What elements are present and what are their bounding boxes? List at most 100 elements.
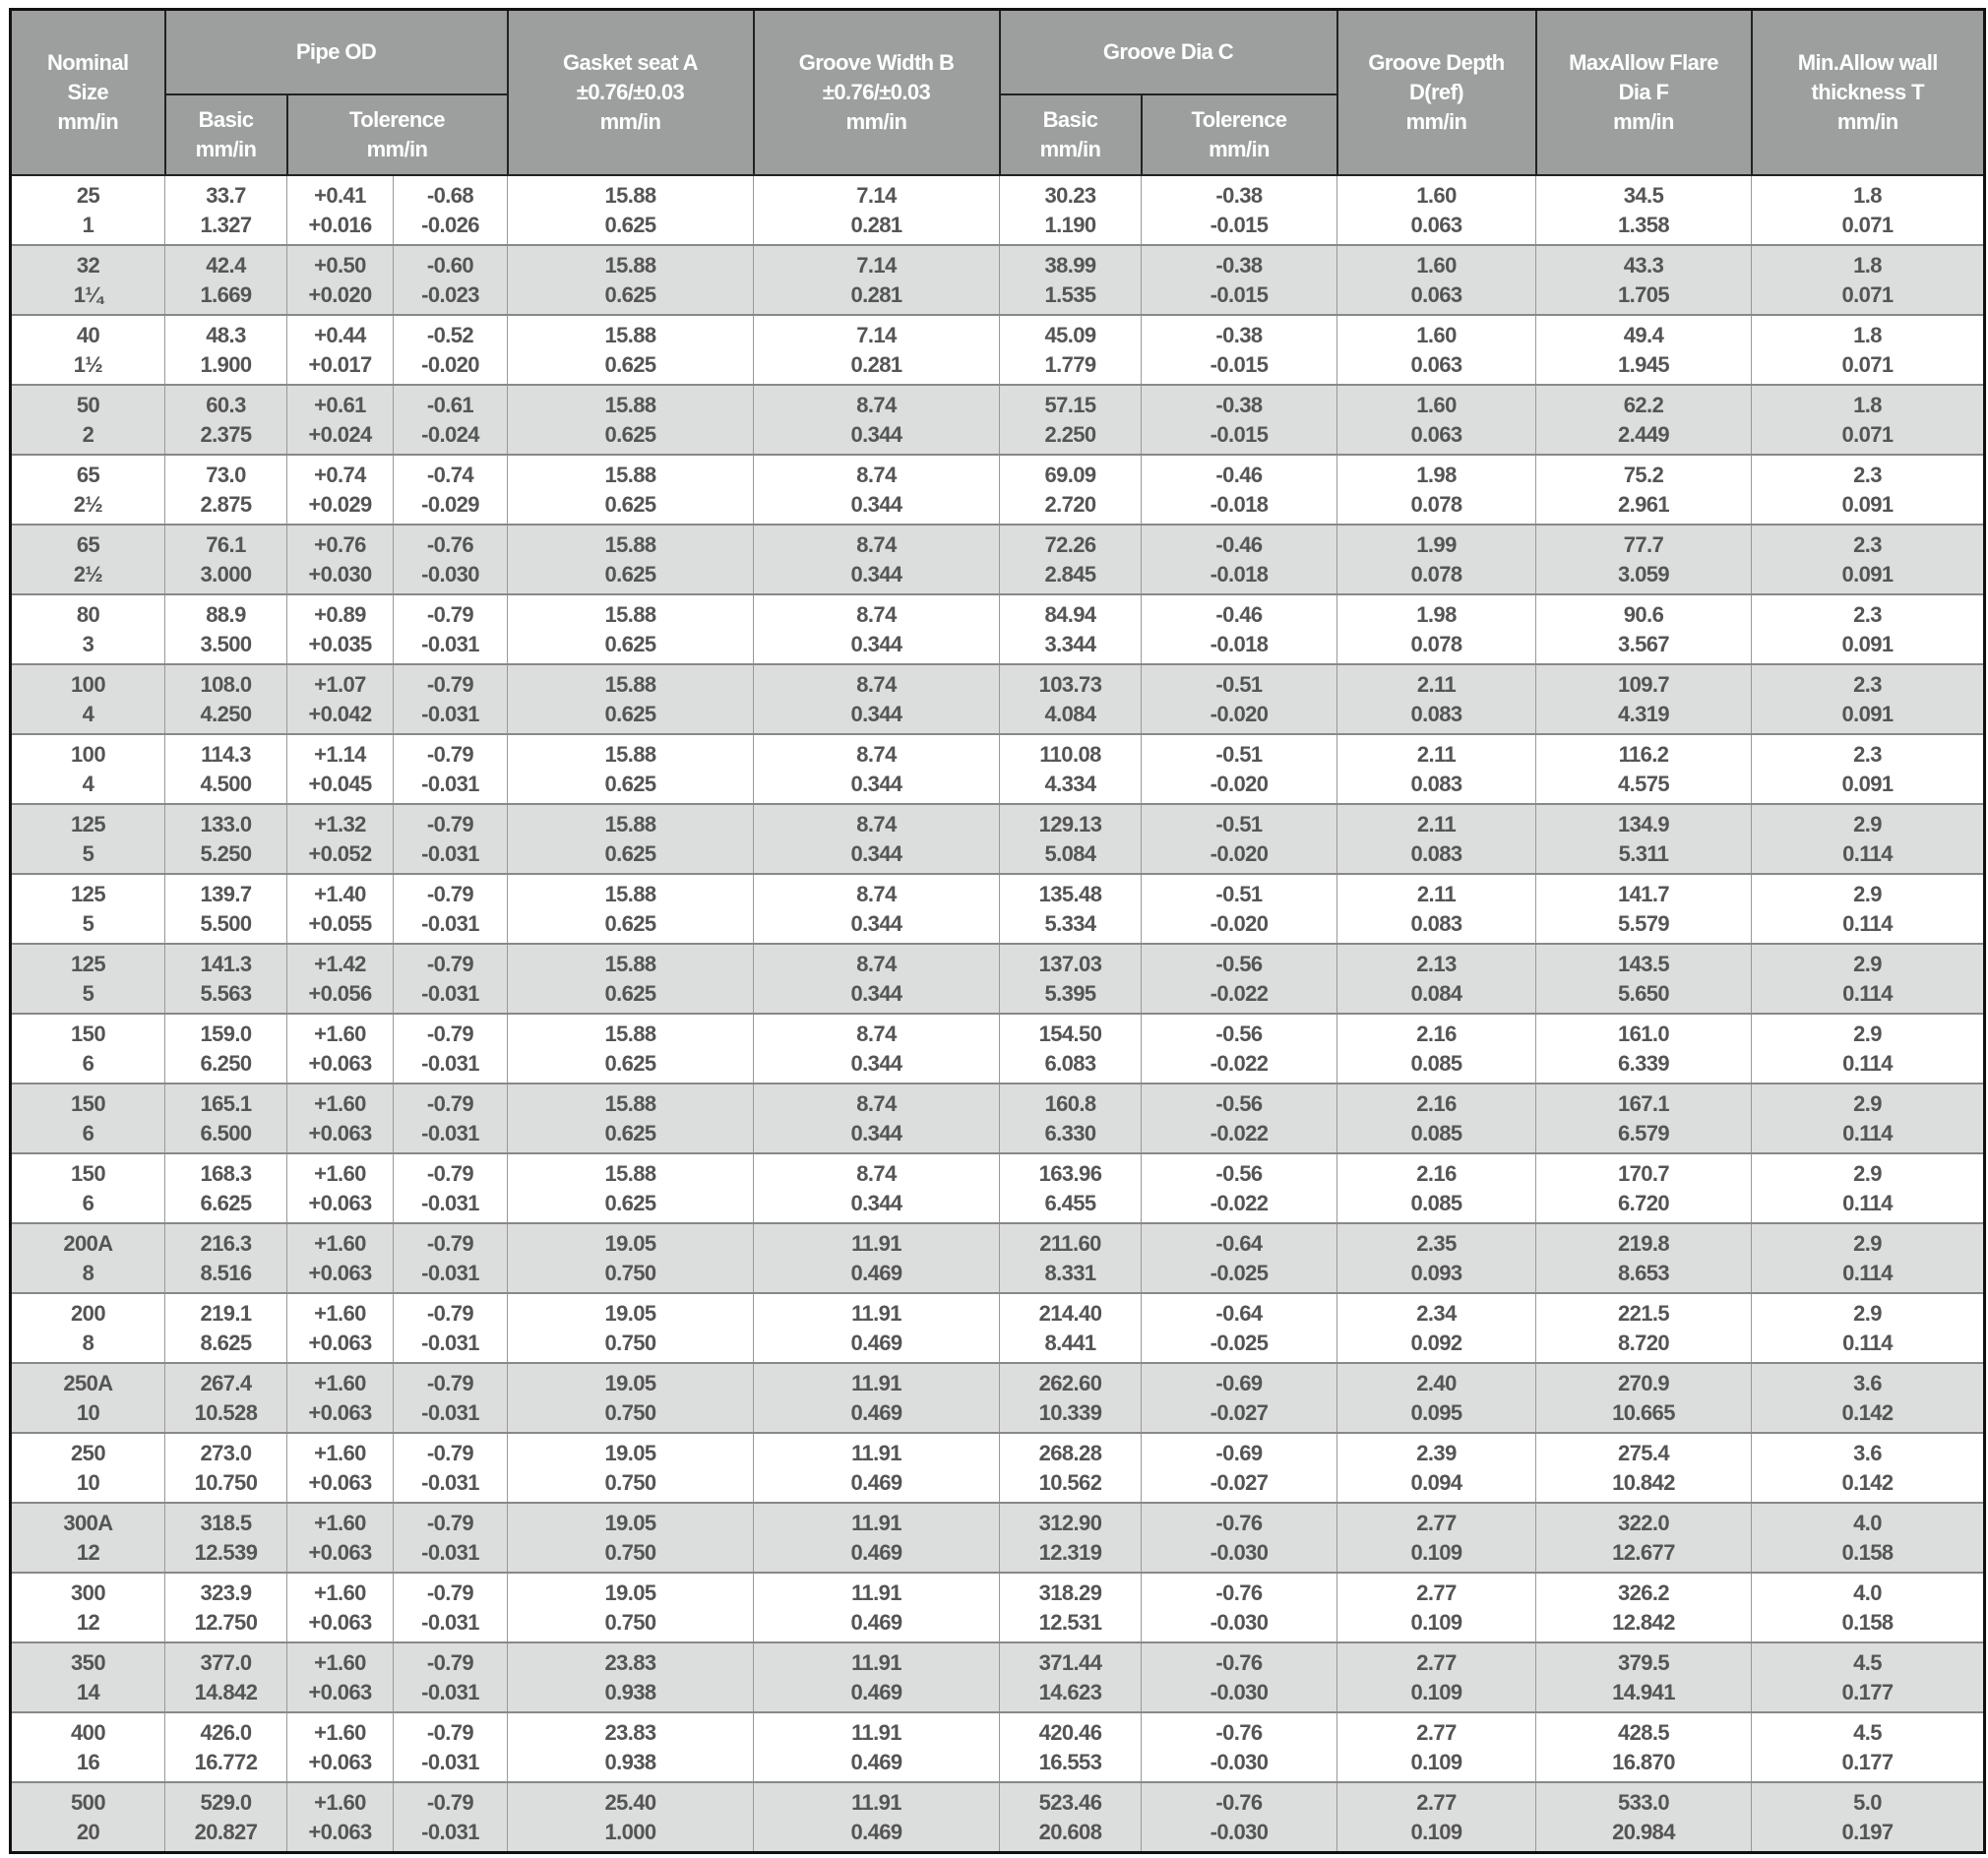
value-mm: 15.88 (604, 322, 656, 347)
value-in: 2.375 (200, 421, 252, 447)
value-in: -0.031 (421, 1819, 479, 1844)
value-mm: 25.40 (604, 1789, 656, 1815)
value-in: +0.055 (308, 910, 372, 936)
value-mm: 400 (71, 1719, 106, 1745)
cell-groove-width: 11.91 0.469 (753, 1362, 1000, 1433)
value-mm: 326.2 (1617, 1579, 1670, 1605)
value-mm: 11.91 (851, 1510, 901, 1535)
value-mm: 80 (76, 601, 100, 627)
value-in: 8.653 (1617, 1260, 1670, 1285)
cell-gasket-seat: 19.05 0.750 (507, 1572, 754, 1642)
cell-pipe-od-basic: 133.0 5.250 (164, 803, 287, 874)
value-mm: 129.13 (1038, 811, 1102, 836)
cell-flare-dia: 109.7 4.319 (1535, 663, 1752, 734)
value-mm: 2.77 (1416, 1719, 1457, 1745)
value-in: 2.961 (1617, 491, 1670, 517)
cell-flare-dia: 75.2 2.961 (1535, 454, 1752, 525)
value-in: 1.535 (1044, 281, 1096, 307)
value-in: 0.469 (850, 1469, 902, 1495)
value-in: 0.114 (1842, 840, 1893, 866)
value-mm: 523.46 (1038, 1789, 1102, 1815)
value-mm: -0.38 (1215, 392, 1263, 417)
value-mm: 2.9 (1853, 1300, 1882, 1326)
value-in: +0.017 (308, 351, 372, 377)
value-mm: 211.60 (1039, 1230, 1101, 1256)
value-mm: 133.0 (200, 811, 252, 836)
value-in: 1.669 (200, 281, 252, 307)
value-mm: 1.60 (1416, 392, 1457, 417)
value-mm: 15.88 (604, 462, 656, 487)
cell-pipe-od-basic: 48.3 1.900 (164, 314, 287, 385)
cell-groove-dia-tol: -0.76 -0.030 (1141, 1641, 1337, 1712)
value-mm: 8.74 (856, 741, 897, 767)
value-mm: 262.60 (1038, 1370, 1102, 1395)
cell-gasket-seat: 15.88 0.625 (507, 454, 754, 525)
value-in: -0.031 (421, 1050, 479, 1076)
cell-groove-depth: 2.77 0.109 (1336, 1641, 1536, 1712)
cell-groove-dia-basic: 57.15 2.250 (999, 384, 1142, 455)
cell-pipe-od-tol-plus: +1.60 +0.063 (286, 1781, 394, 1853)
value-in: 0.469 (850, 1679, 902, 1704)
value-mm: 11.91 (851, 1440, 901, 1465)
value-in: 2 (82, 421, 94, 447)
value-in: -0.030 (1210, 1679, 1269, 1704)
cell-pipe-od-tol-minus: -0.79 -0.031 (393, 1781, 508, 1853)
cell-groove-width: 8.74 0.344 (753, 1083, 1000, 1153)
value-in: 0.625 (604, 980, 656, 1006)
value-mm: 350 (71, 1649, 106, 1675)
cell-nominal-size: 125 5 (10, 943, 165, 1014)
value-in: -0.015 (1210, 421, 1269, 447)
cell-pipe-od-tol-plus: +1.40 +0.055 (286, 873, 394, 944)
value-in: 0.109 (1410, 1609, 1462, 1635)
value-in: 4.334 (1044, 771, 1096, 796)
value-in: 5 (82, 910, 94, 936)
cell-groove-width: 7.14 0.281 (753, 174, 1000, 245)
value-mm: +1.60 (314, 1510, 366, 1535)
cell-pipe-od-basic: 273.0 10.750 (164, 1432, 287, 1503)
value-in: 8 (82, 1330, 94, 1355)
value-in: 14 (76, 1679, 100, 1704)
value-in: 12.750 (194, 1609, 258, 1635)
cell-gasket-seat: 15.88 0.625 (507, 663, 754, 734)
cell-pipe-od-tol-minus: -0.79 -0.031 (393, 1572, 508, 1642)
value-in: 5.395 (1044, 980, 1096, 1006)
value-in: 0.083 (1410, 910, 1462, 936)
value-in: -0.031 (421, 1679, 479, 1704)
value-in: 0.625 (604, 561, 656, 587)
cell-groove-width: 11.91 0.469 (753, 1572, 1000, 1642)
cell-gasket-seat: 15.88 0.625 (507, 174, 754, 245)
value-mm: -0.79 (426, 1021, 474, 1046)
value-in: +0.063 (308, 1260, 372, 1285)
value-in: 6.625 (200, 1190, 252, 1215)
value-in: +0.063 (308, 1469, 372, 1495)
cell-groove-depth: 2.11 0.083 (1336, 803, 1536, 874)
value-mm: 11.91 (851, 1230, 901, 1256)
value-mm: 250 (71, 1440, 106, 1465)
cell-groove-depth: 2.35 0.093 (1336, 1222, 1536, 1293)
value-mm: 15.88 (604, 601, 656, 627)
value-in: 0.625 (604, 701, 656, 726)
cell-wall-thickness: 2.3 0.091 (1751, 454, 1985, 525)
value-mm: 160.8 (1044, 1090, 1096, 1116)
cell-groove-depth: 2.16 0.085 (1336, 1013, 1536, 1084)
value-in: 0.085 (1410, 1120, 1462, 1146)
value-in: -0.020 (1210, 840, 1269, 866)
cell-pipe-od-tol-minus: -0.79 -0.031 (393, 943, 508, 1014)
value-mm: 62.2 (1623, 392, 1664, 417)
value-in: -0.030 (1210, 1539, 1269, 1565)
value-mm: +1.32 (314, 811, 366, 836)
cell-flare-dia: 428.5 16.870 (1535, 1711, 1752, 1782)
value-in: 3.500 (200, 631, 252, 656)
value-mm: 73.0 (206, 462, 246, 487)
header-groove-dia-basic: Basic mm/in (998, 93, 1143, 176)
value-in: 6.083 (1044, 1050, 1096, 1076)
value-mm: 4.5 (1853, 1649, 1882, 1675)
value-in: 1.779 (1044, 351, 1096, 377)
value-in: 3 (82, 631, 94, 656)
value-in: 0.084 (1410, 980, 1462, 1006)
value-in: -0.030 (1210, 1749, 1269, 1774)
table-row: 350 14 377.0 14.842 +1.60 +0.063 -0.79 -0.031 23… (10, 1641, 1985, 1712)
value-mm: -0.79 (426, 1160, 474, 1186)
value-mm: 250A (63, 1370, 113, 1395)
value-mm: +0.61 (314, 392, 366, 417)
